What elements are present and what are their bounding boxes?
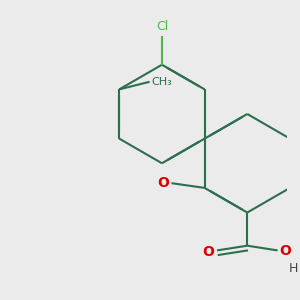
Text: Cl: Cl: [156, 20, 168, 34]
Text: O: O: [158, 176, 170, 190]
Text: CH₃: CH₃: [152, 77, 172, 87]
Text: O: O: [280, 244, 291, 258]
Text: H: H: [289, 262, 298, 275]
Text: O: O: [202, 245, 214, 259]
